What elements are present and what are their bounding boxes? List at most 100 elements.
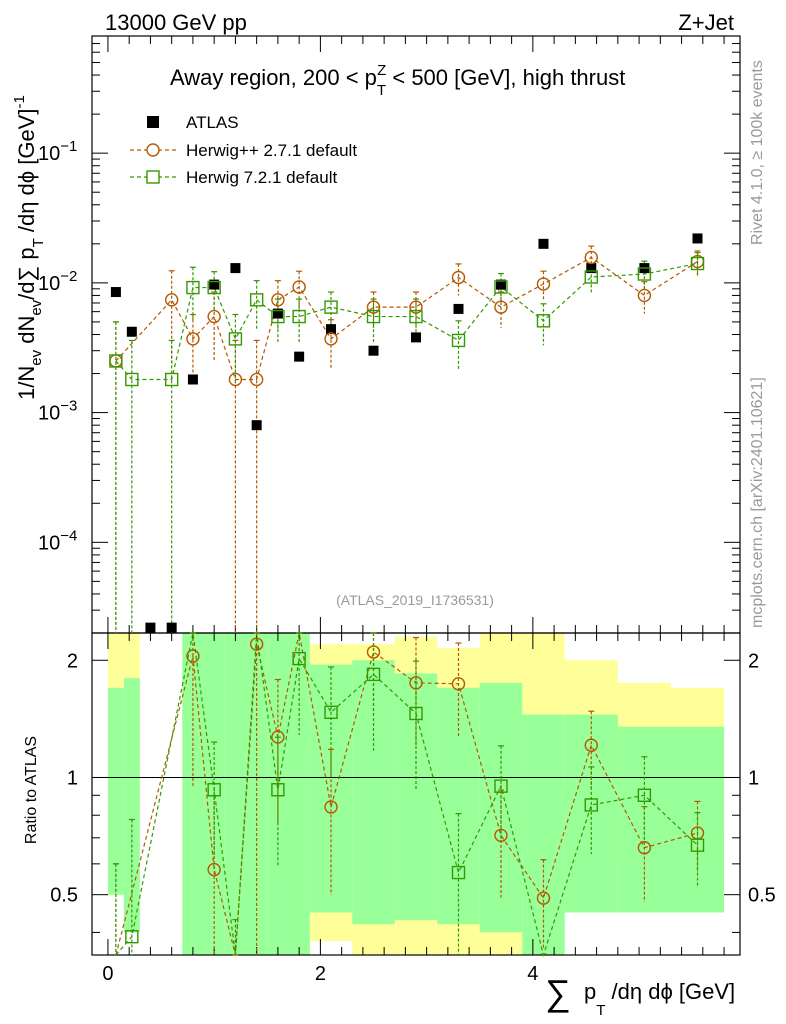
legend: ATLAS Herwig++ 2.7.1 default Herwig 7.2.…	[130, 113, 357, 187]
ratio-panel-frame	[91, 632, 741, 956]
herwig7-ratio-point	[125, 930, 139, 944]
herwig7-main-line	[115, 262, 698, 381]
ratio-y-tick-label-left: 1	[67, 767, 78, 789]
herwig7-ratio-point	[451, 865, 466, 880]
x-tick-label: 4	[527, 963, 538, 985]
main-y-axis-label: 1/Nev dNev/d∑ pT /dη dϕ [GeV]-1	[11, 95, 47, 400]
herwig7-main-point	[164, 372, 179, 387]
herwig7-main-point	[409, 309, 423, 324]
herwigpp-ratio-point	[366, 645, 381, 659]
atlas-point	[411, 332, 421, 343]
legend-herwigpp-marker	[146, 143, 160, 157]
herwigpp-main-point	[451, 270, 466, 285]
ratio-band-stat-6	[224, 633, 247, 955]
main-y-tick-label: 10−3	[38, 398, 77, 425]
herwigpp-ratio-point	[494, 828, 508, 843]
herwigpp-ratio-point	[324, 800, 338, 814]
atlas-point	[166, 622, 177, 633]
energy-label: 13000 GeV pp	[105, 10, 247, 35]
x-tick-label: 2	[315, 963, 326, 985]
herwigpp-main-point	[409, 300, 423, 314]
legend-herwig7-label: Herwig 7.2.1 default	[186, 168, 337, 187]
herwigpp-main-point	[207, 309, 221, 324]
herwig7-main-point	[451, 333, 466, 348]
ratio-band-stat-0	[107, 687, 124, 895]
atlas-point	[187, 374, 198, 385]
atlas-point	[586, 263, 597, 274]
axis-ticks: 10−1 10−2 10−3 10−4 2 2 1 1 0.5 0.5 0 2 4	[38, 35, 776, 985]
herwigpp-ratio-point	[409, 676, 423, 690]
main-y-tick-label: 10−4	[38, 527, 77, 554]
ratio-y-tick-label-right: 2	[748, 650, 759, 672]
herwigpp-ratio-point	[207, 862, 221, 877]
herwigpp-main-point	[228, 372, 243, 387]
herwig7-ratio-point	[409, 706, 423, 721]
atlas-point	[272, 308, 283, 319]
herwig7-main-point	[207, 280, 221, 295]
herwigpp-main-point	[324, 332, 338, 346]
herwigpp-main-point	[584, 250, 598, 265]
legend-atlas-label: ATLAS	[186, 113, 239, 132]
rivet-label: Rivet 4.1.0, ≥ 100k events	[749, 60, 766, 245]
atlas-point	[692, 233, 703, 244]
herwigpp-ratio-line	[115, 632, 698, 956]
herwig7-main-point	[536, 314, 551, 328]
herwig7-ratio-point	[324, 705, 338, 720]
herwigpp-main-line	[115, 256, 698, 381]
herwig7-main-point	[249, 293, 264, 307]
herwig7-main-point	[690, 256, 705, 271]
herwig7-main-point	[494, 280, 508, 294]
data-markers	[109, 233, 705, 944]
ratio-band-stat-15	[522, 714, 565, 955]
herwig7-ratio-point	[207, 783, 221, 797]
x-tick-label: 0	[102, 963, 113, 985]
herwigpp-ratio-point	[186, 649, 200, 663]
ratio-band-stat-9	[288, 633, 310, 955]
herwigpp-ratio-point	[536, 891, 551, 905]
atlas-point	[538, 238, 549, 249]
herwigpp-main-point	[536, 277, 551, 291]
herwig7-main-point	[584, 270, 598, 284]
herwigpp-main-point	[164, 293, 179, 307]
mcplots-label: mcplots.cern.ch [arXiv:2401.10621]	[749, 377, 766, 628]
herwigpp-ratio-point	[271, 730, 285, 744]
herwigpp-main-point	[366, 300, 381, 314]
region-title: Away region, 200 < pTZ < 500 [GeV], high…	[170, 62, 625, 99]
herwig7-ratio-point	[494, 779, 508, 793]
herwigpp-ratio-point	[584, 738, 598, 752]
herwig7-ratio-point	[690, 838, 705, 852]
main-y-tick-label: 10−1	[38, 138, 77, 165]
atlas-point	[453, 303, 464, 314]
herwig7-main-point	[109, 354, 123, 368]
herwig7-main-point	[366, 309, 381, 324]
atlas-point	[326, 324, 337, 335]
herwig7-main-point	[271, 309, 285, 324]
herwigpp-main-point	[637, 288, 652, 303]
herwigpp-main-point	[249, 372, 264, 387]
atlas-point	[230, 263, 241, 274]
ratio-y-axis-label: Ratio to ATLAS	[23, 736, 40, 844]
herwig7-main-point	[186, 280, 200, 295]
x-axis-label-sum: ∑	[545, 972, 571, 1013]
mc-series-lines	[112, 245, 701, 958]
main-y-tick-label: 10−2	[38, 268, 77, 295]
herwig7-main-point	[125, 372, 139, 387]
atlas-point	[145, 622, 156, 633]
ratio-y-tick-label-left: 2	[67, 650, 78, 672]
atlas-point	[368, 345, 379, 356]
herwig7-ratio-point	[637, 788, 652, 802]
ratio-y-tick-label-right: 1	[748, 767, 759, 789]
atlas-point	[110, 287, 121, 298]
atlas-point	[294, 351, 305, 362]
herwig7-main-point	[228, 332, 243, 346]
herwigpp-main-point	[186, 332, 200, 346]
atlas-point	[209, 279, 220, 290]
herwig7-main-point	[292, 309, 306, 324]
ratio-band-stat-1	[123, 678, 140, 933]
herwigpp-ratio-point	[249, 637, 264, 651]
herwigpp-main-point	[271, 293, 285, 307]
legend-atlas-marker	[147, 116, 159, 128]
atlas-point	[495, 279, 506, 290]
ratio-y-tick-label-left: 0.5	[50, 885, 78, 907]
herwigpp-ratio-point	[451, 677, 466, 691]
